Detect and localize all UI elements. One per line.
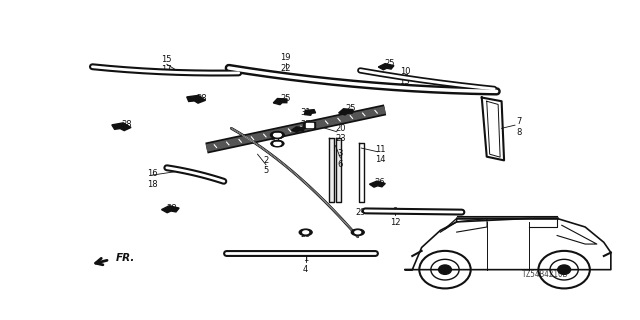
- Polygon shape: [378, 64, 394, 70]
- Polygon shape: [273, 99, 287, 105]
- Text: 28: 28: [196, 94, 207, 103]
- Polygon shape: [337, 138, 341, 202]
- Polygon shape: [161, 206, 179, 213]
- Text: 27: 27: [300, 120, 311, 129]
- Polygon shape: [329, 138, 334, 202]
- Text: 19
22: 19 22: [280, 53, 291, 73]
- Text: 28: 28: [122, 120, 132, 129]
- Text: 20
23: 20 23: [335, 124, 346, 143]
- Text: 21: 21: [296, 125, 306, 134]
- Text: 2
5: 2 5: [264, 156, 269, 175]
- Text: 25: 25: [345, 104, 356, 113]
- Text: 26: 26: [375, 178, 385, 187]
- Text: 15
17: 15 17: [161, 55, 172, 74]
- Polygon shape: [557, 225, 597, 244]
- Circle shape: [300, 229, 312, 236]
- Text: 31: 31: [300, 108, 311, 117]
- Bar: [305, 123, 313, 127]
- Circle shape: [273, 133, 281, 137]
- Text: 10
13: 10 13: [399, 67, 410, 86]
- Circle shape: [274, 142, 281, 145]
- Text: TZ54B4210B: TZ54B4210B: [522, 270, 568, 279]
- Text: 24: 24: [271, 139, 281, 148]
- Polygon shape: [112, 123, 131, 131]
- Polygon shape: [187, 95, 205, 103]
- Text: 29: 29: [355, 208, 365, 217]
- Circle shape: [438, 265, 451, 274]
- Polygon shape: [339, 109, 353, 115]
- Text: 11
14: 11 14: [375, 145, 385, 164]
- Circle shape: [355, 231, 361, 234]
- Text: 25: 25: [385, 59, 396, 68]
- Circle shape: [557, 265, 570, 274]
- Polygon shape: [291, 127, 305, 132]
- Circle shape: [271, 132, 284, 139]
- Text: 1
4: 1 4: [303, 254, 308, 274]
- Text: FR.: FR.: [116, 253, 135, 263]
- Polygon shape: [405, 219, 611, 270]
- Polygon shape: [457, 219, 487, 232]
- Text: 29: 29: [300, 230, 311, 239]
- Text: 7
8: 7 8: [516, 117, 522, 137]
- Circle shape: [271, 140, 284, 147]
- Text: 25: 25: [280, 94, 291, 103]
- Bar: [303, 122, 315, 128]
- Polygon shape: [304, 110, 316, 115]
- Text: 30: 30: [271, 130, 281, 139]
- Polygon shape: [369, 181, 385, 187]
- Polygon shape: [529, 219, 557, 227]
- Text: 9
12: 9 12: [390, 207, 400, 227]
- Text: 3
6: 3 6: [338, 149, 343, 169]
- Circle shape: [303, 231, 308, 234]
- Polygon shape: [440, 219, 457, 232]
- Circle shape: [351, 229, 364, 236]
- Text: 16
18: 16 18: [147, 169, 157, 188]
- Text: 28: 28: [166, 204, 177, 213]
